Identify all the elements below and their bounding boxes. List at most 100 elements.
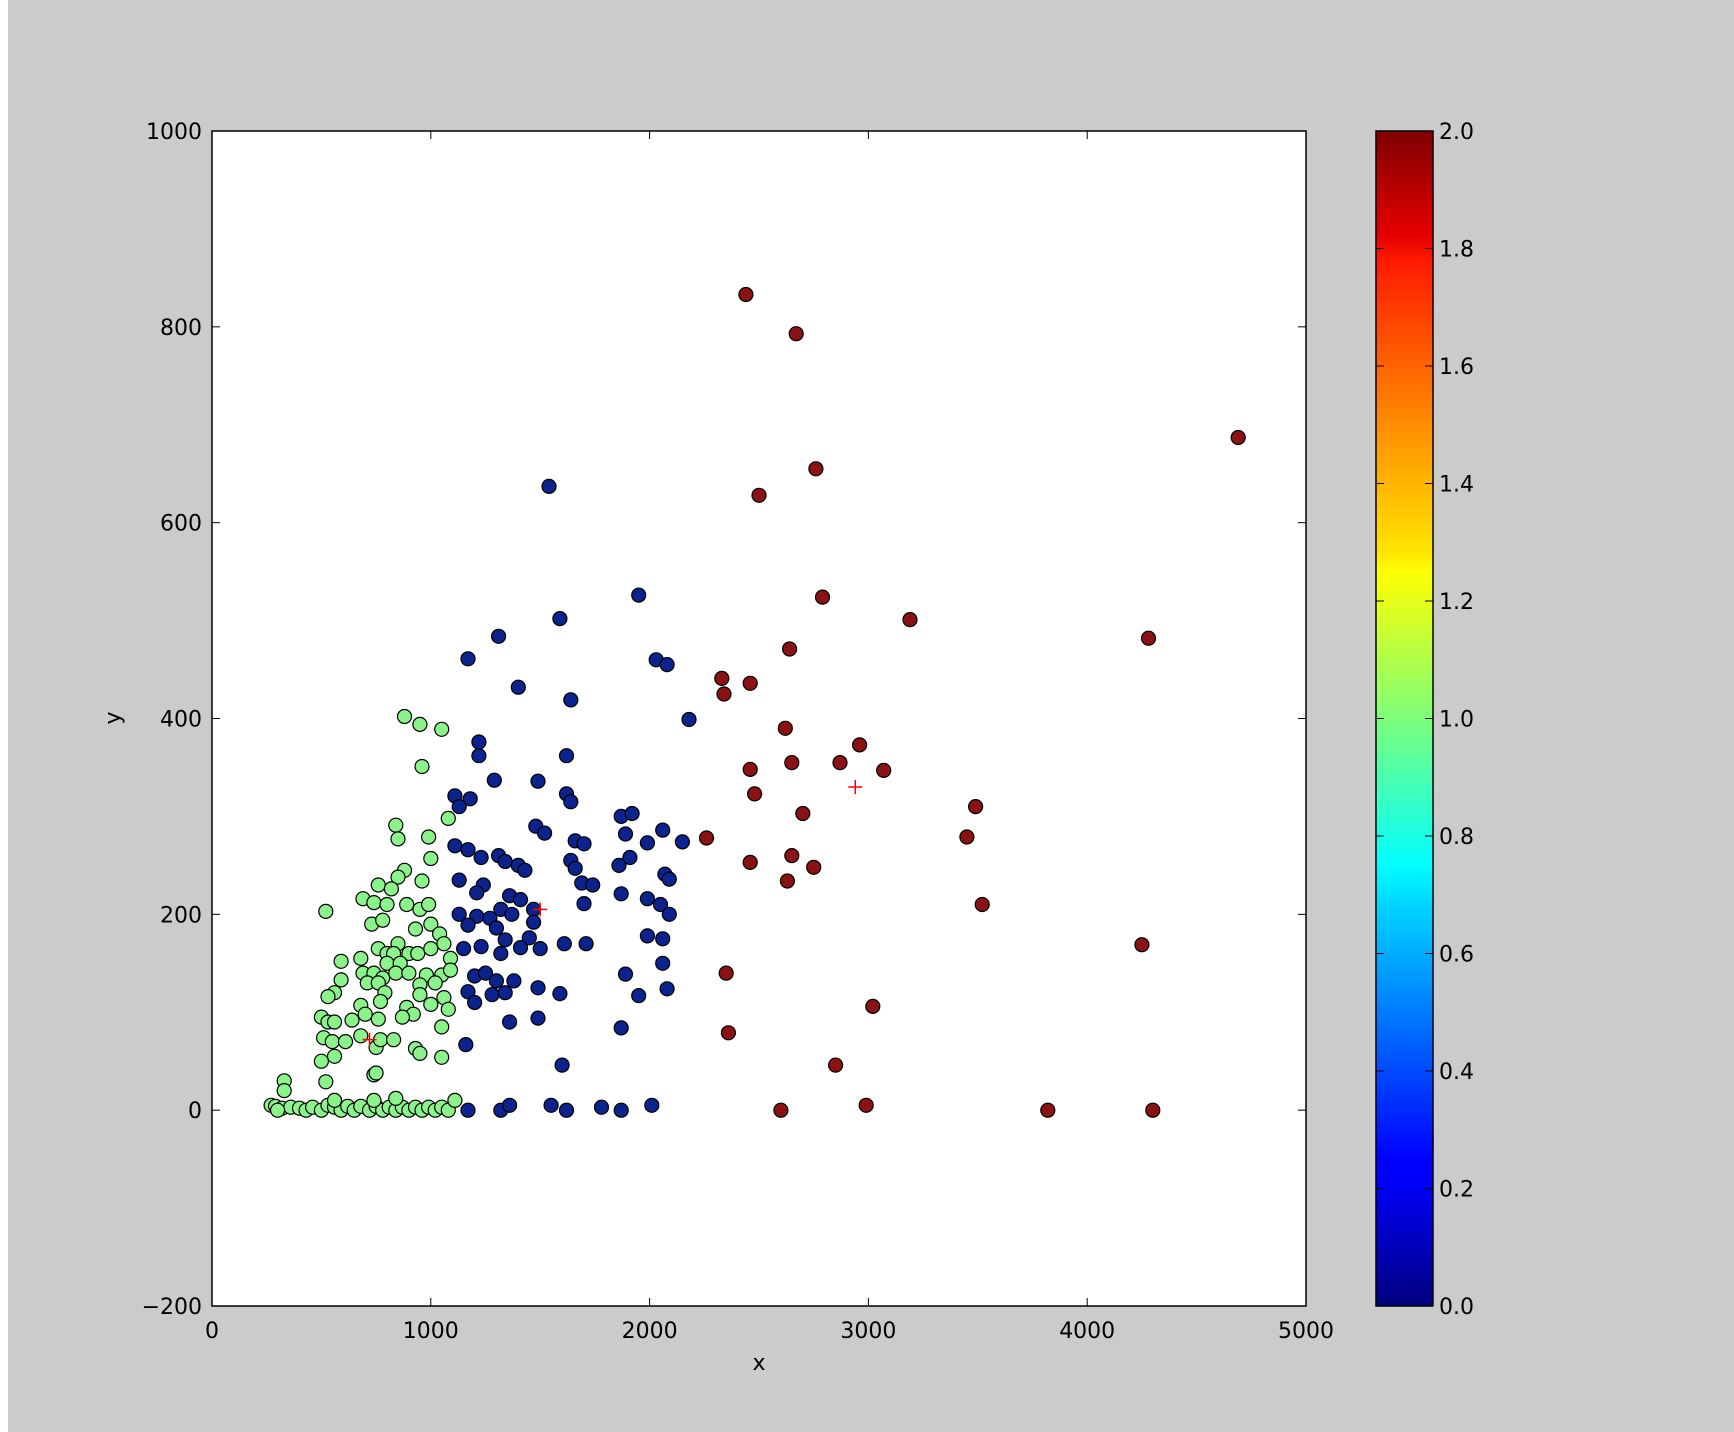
colorbar-tick-label: 0.4 (1439, 1060, 1474, 1085)
data-point-cluster-1 (276, 1082, 292, 1099)
data-point-cluster-0 (491, 628, 507, 644)
data-point-cluster-1 (333, 972, 349, 988)
data-point-cluster-1 (353, 950, 369, 967)
points-layer (263, 286, 1246, 1118)
data-point-cluster-1 (434, 1019, 450, 1035)
data-point-cluster-1 (320, 988, 336, 1005)
data-point-cluster-1 (434, 1049, 450, 1065)
data-point-cluster-2 (795, 805, 811, 822)
data-point-cluster-1 (412, 716, 428, 733)
y-tick-label: 600 (160, 512, 202, 537)
scatter-chart: 0 1000 2000 3000 4000 5000 −20002004006008001… (101, 120, 1474, 1376)
data-point-cluster-1 (357, 1006, 373, 1022)
data-point-cluster-0 (460, 842, 476, 858)
data-point-cluster-2 (814, 589, 831, 605)
data-point-cluster-1 (396, 708, 413, 725)
data-point-cluster-0 (681, 711, 697, 728)
data-point-cluster-2 (742, 761, 758, 778)
data-point-cluster-1 (370, 877, 386, 893)
data-point-cluster-0 (652, 896, 669, 913)
data-point-cluster-1 (401, 965, 417, 981)
data-point-cluster-1 (427, 975, 443, 991)
data-point-cluster-2 (858, 1097, 874, 1113)
centroid-marker (362, 1032, 377, 1047)
data-point-cluster-2 (827, 1057, 844, 1073)
data-point-cluster-0 (447, 838, 463, 854)
data-point-cluster-1 (440, 1001, 456, 1017)
data-point-cluster-0 (530, 773, 546, 789)
data-point-cluster-2 (1134, 937, 1150, 953)
colorbar-tick-label: 2.0 (1439, 120, 1474, 145)
y-axis-label: y (101, 711, 126, 724)
data-point-cluster-2 (788, 326, 804, 342)
data-point-cluster-0 (639, 928, 656, 944)
data-point-cluster-2 (746, 786, 763, 802)
data-point-cluster-1 (326, 1092, 343, 1109)
data-point-cluster-1 (410, 945, 426, 962)
data-point-cluster-0 (613, 886, 629, 902)
data-point-cluster-0 (486, 772, 502, 788)
data-point-cluster-0 (502, 1097, 518, 1113)
data-point-cluster-2 (738, 286, 754, 303)
x-tick-label: 5000 (1278, 1319, 1334, 1344)
data-point-cluster-1 (333, 953, 349, 969)
data-point-cluster-0 (661, 906, 677, 922)
data-point-cluster-1 (421, 829, 437, 845)
x-tick-label: 1000 (403, 1319, 459, 1344)
colorbar-tick-label: 0.0 (1439, 1295, 1474, 1320)
data-point-cluster-2 (1145, 1102, 1161, 1118)
data-point-cluster-2 (902, 611, 918, 628)
data-point-cluster-2 (806, 859, 822, 875)
x-tick-label: 4000 (1059, 1319, 1115, 1344)
data-point-cluster-0 (613, 1020, 629, 1036)
data-point-cluster-0 (585, 877, 601, 893)
data-point-cluster-1 (394, 1009, 410, 1025)
data-point-cluster-0 (517, 862, 533, 878)
data-point-cluster-2 (832, 754, 848, 771)
y-tick-label: 400 (160, 708, 202, 733)
data-point-cluster-2 (876, 762, 892, 779)
data-point-cluster-0 (497, 985, 513, 1001)
data-point-cluster-2 (742, 854, 758, 871)
data-point-cluster-1 (366, 894, 382, 911)
data-point-cluster-2 (718, 965, 734, 981)
data-point-cluster-0 (530, 1010, 546, 1026)
data-point-cluster-1 (370, 1011, 386, 1027)
data-point-cluster-1 (379, 896, 395, 913)
y-tick-label: 1000 (146, 120, 202, 145)
data-point-cluster-0 (462, 791, 478, 807)
colorbar-tick-label: 1.4 (1439, 473, 1474, 498)
data-point-cluster-1 (421, 896, 437, 913)
data-point-cluster-1 (440, 810, 456, 827)
data-point-cluster-0 (541, 478, 557, 494)
data-point-cluster-1 (423, 996, 439, 1013)
data-point-cluster-0 (536, 825, 553, 841)
data-point-cluster-0 (458, 1036, 474, 1053)
data-point-cluster-0 (655, 822, 671, 838)
y-tick-label: 800 (160, 316, 202, 341)
colorbar-axis: 0.0 0.2 0.4 0.6 0.8 1.0 1.2 1.4 1.6 1.8 2.0 (1376, 120, 1474, 1320)
data-point-cluster-2 (777, 720, 793, 736)
data-point-cluster-0 (563, 794, 579, 810)
data-point-cluster-1 (383, 881, 399, 897)
colorbar-tick-label: 0.8 (1439, 825, 1474, 850)
data-point-cluster-1 (366, 1092, 382, 1109)
x-tick-label: 0 (205, 1319, 219, 1344)
data-point-cluster-0 (477, 965, 494, 981)
data-point-cluster-0 (655, 955, 671, 971)
data-point-cluster-2 (779, 873, 796, 889)
data-point-cluster-0 (460, 984, 476, 1000)
x-axis-label: x (752, 1351, 765, 1376)
data-point-cluster-0 (659, 981, 675, 997)
data-point-cluster-0 (460, 651, 476, 667)
data-point-cluster-0 (497, 853, 513, 870)
data-point-cluster-2 (716, 686, 732, 702)
colorbar (1375, 130, 1434, 1307)
data-point-cluster-0 (558, 748, 575, 764)
y-axis: −200 0 200 400 600 800 1000 (142, 120, 1306, 1320)
data-point-cluster-1 (386, 1032, 402, 1048)
data-point-cluster-0 (624, 805, 640, 822)
data-point-cluster-1 (344, 1012, 360, 1028)
data-point-cluster-0 (493, 945, 509, 962)
data-point-cluster-0 (473, 849, 489, 866)
